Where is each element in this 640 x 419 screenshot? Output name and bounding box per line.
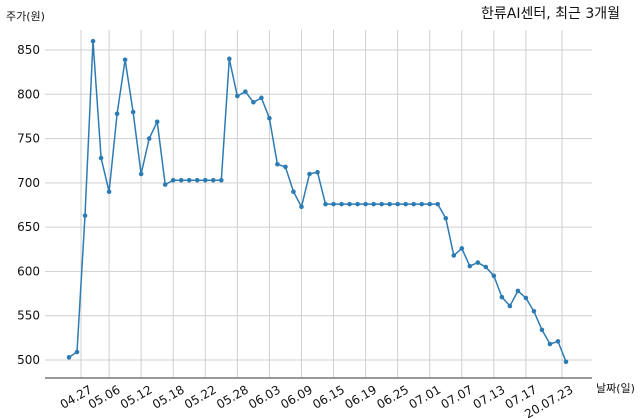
data-point <box>178 177 184 183</box>
data-point <box>323 201 328 207</box>
data-point <box>251 99 256 105</box>
data-point <box>275 161 280 167</box>
data-point <box>483 264 489 270</box>
chart-title: 한류AI센터, 최근 3개월 <box>481 6 620 22</box>
y-tick-label: 700 <box>17 176 40 190</box>
data-point <box>499 294 505 300</box>
x-tick-label: 06.19 <box>342 382 379 411</box>
data-point <box>371 201 376 207</box>
data-point <box>202 177 208 183</box>
data-point <box>387 201 392 207</box>
y-tick-label: 750 <box>17 132 40 146</box>
data-point <box>186 177 192 183</box>
data-point <box>219 177 224 183</box>
data-point <box>427 201 433 207</box>
price-points <box>66 38 569 365</box>
data-point <box>194 177 200 183</box>
data-point <box>563 359 569 365</box>
data-point <box>555 339 561 344</box>
data-point <box>395 201 400 207</box>
x-tick-label: 07.13 <box>471 382 508 411</box>
data-point <box>235 93 240 99</box>
data-point <box>162 182 168 187</box>
data-point <box>130 109 136 115</box>
data-point <box>347 201 352 207</box>
data-point <box>491 273 497 279</box>
data-point <box>403 201 408 207</box>
y-tick-label: 550 <box>17 309 40 323</box>
x-tick-label: 05.22 <box>182 382 219 411</box>
data-point <box>299 204 304 210</box>
data-point <box>339 201 344 207</box>
data-point <box>283 164 288 170</box>
data-point <box>523 295 529 301</box>
data-point <box>243 89 248 94</box>
data-point <box>267 115 272 121</box>
data-point <box>259 95 264 101</box>
x-tick-label: 05.06 <box>86 382 123 411</box>
y-axis-label: 주가(원) <box>6 10 45 23</box>
x-tick-label: 06.25 <box>374 382 411 411</box>
data-point <box>435 201 441 207</box>
y-tick-label: 650 <box>17 220 40 234</box>
x-tick-label: 06.03 <box>246 382 283 411</box>
data-point <box>82 213 88 218</box>
x-tick-label: 06.15 <box>310 382 347 411</box>
data-point <box>547 341 553 347</box>
grid <box>45 30 592 378</box>
data-point <box>122 57 128 63</box>
data-point <box>507 303 513 309</box>
data-point <box>66 355 72 360</box>
data-point <box>411 201 416 207</box>
y-tick-label: 600 <box>17 264 40 278</box>
price-line <box>68 41 567 363</box>
data-point <box>379 201 384 207</box>
data-point <box>154 119 160 125</box>
x-tick-label: 05.18 <box>150 382 187 411</box>
data-point <box>475 260 481 265</box>
data-point <box>355 201 360 207</box>
x-tick-label: 07.01 <box>406 382 443 411</box>
x-tick-label: 06.09 <box>278 382 315 411</box>
data-point <box>419 201 425 207</box>
data-point <box>114 111 120 117</box>
y-tick-label: 800 <box>17 87 40 101</box>
data-point <box>531 308 537 314</box>
y-tick-label: 850 <box>17 43 40 57</box>
x-tick-label: 05.28 <box>214 382 251 411</box>
data-point <box>539 327 545 333</box>
x-axis-label: 날짜(일) <box>596 381 635 395</box>
data-point <box>467 263 473 269</box>
data-point <box>138 171 144 177</box>
data-point <box>146 136 152 141</box>
data-point <box>227 56 232 62</box>
data-point <box>106 189 112 195</box>
data-point <box>363 201 368 207</box>
data-point <box>515 288 521 294</box>
data-point <box>451 253 457 258</box>
y-axis-ticks: 500 550 600 650 700 750 800 850 <box>17 43 40 367</box>
data-point <box>90 38 96 44</box>
data-point <box>315 169 320 175</box>
x-axis-ticks: 04.2705.0605.1205.1805.2205.2806.0306.09… <box>58 382 576 419</box>
data-point <box>331 201 336 207</box>
data-point <box>98 155 104 161</box>
x-tick-label: 07.07 <box>439 382 476 411</box>
data-point <box>291 189 296 195</box>
data-point <box>459 246 465 251</box>
x-tick-label: 05.12 <box>118 382 155 411</box>
data-point <box>307 171 312 177</box>
data-point <box>170 177 176 183</box>
y-tick-label: 500 <box>17 353 40 367</box>
data-point <box>74 349 80 355</box>
data-point <box>210 177 216 183</box>
data-point <box>443 215 449 221</box>
